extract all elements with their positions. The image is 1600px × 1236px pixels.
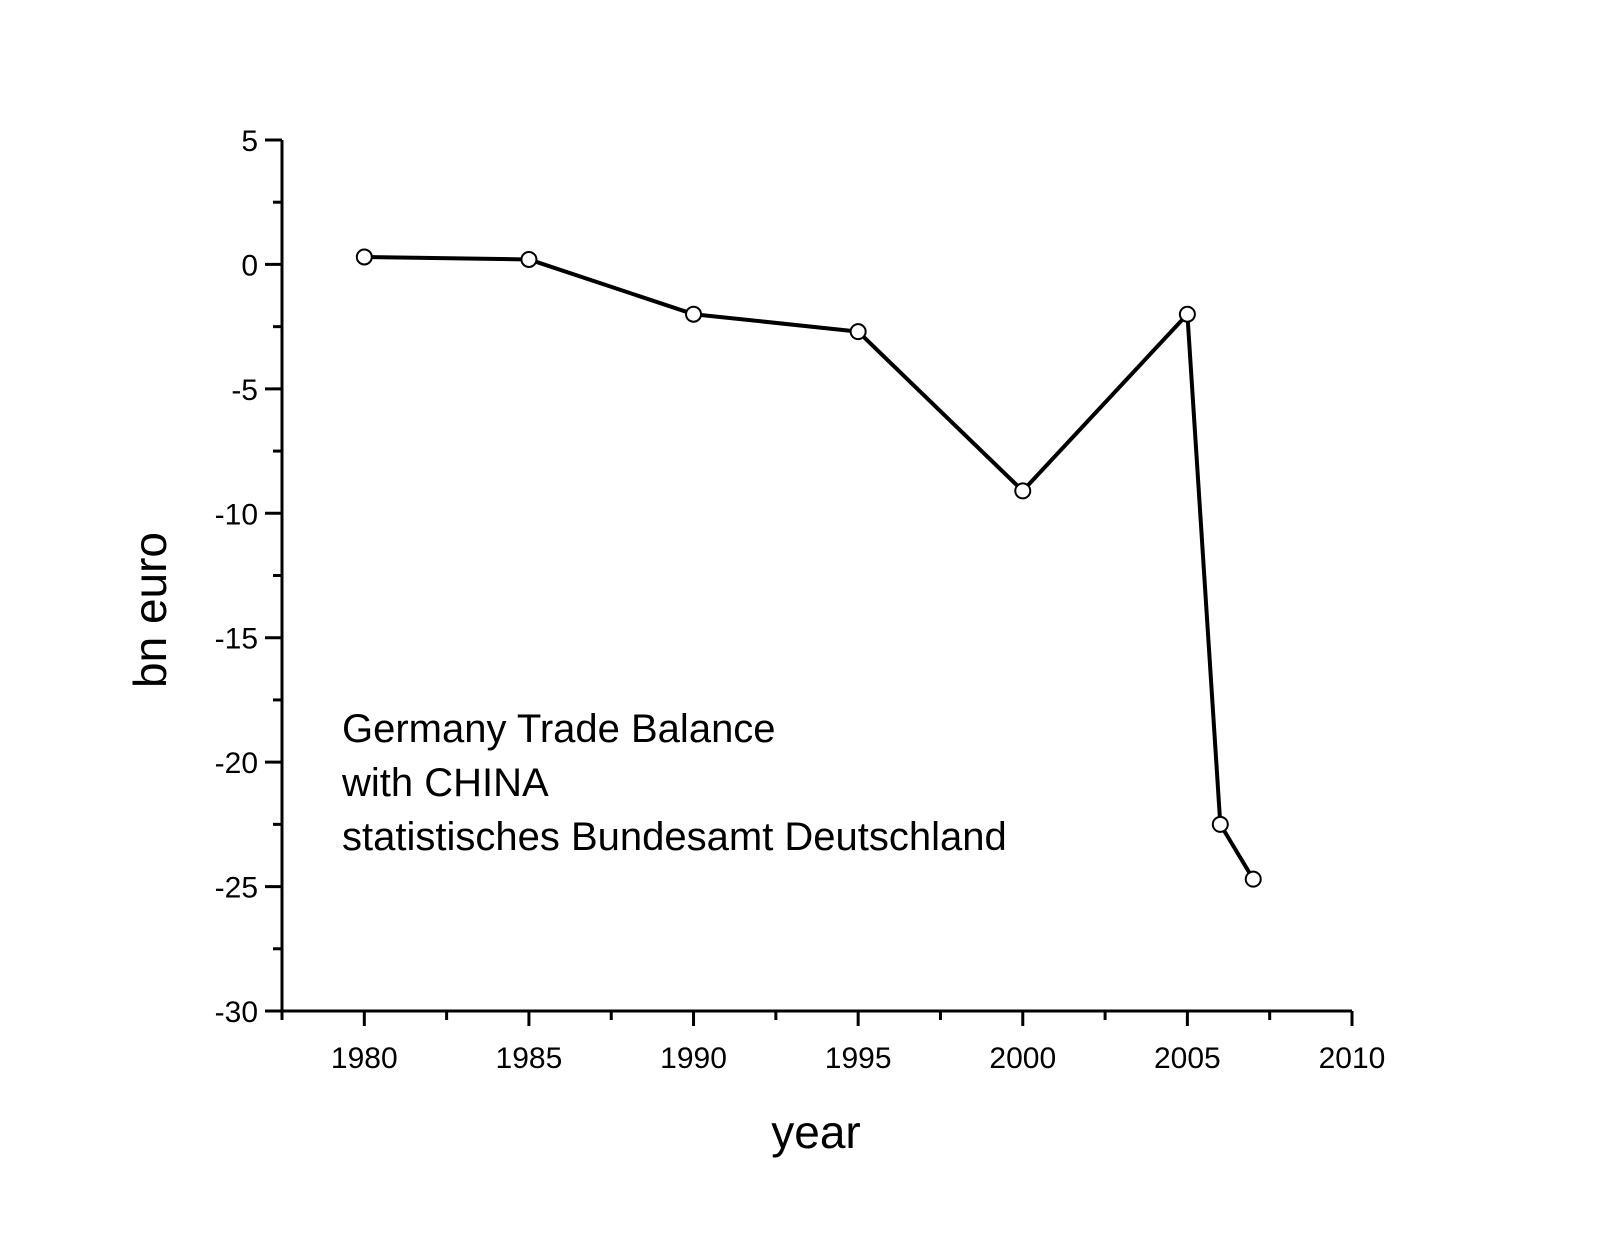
data-point (355, 248, 373, 266)
x-tick-label: 2010 (1319, 1042, 1386, 1075)
x-tick-label: 1980 (331, 1042, 398, 1075)
data-point (685, 305, 703, 323)
annotation: with CHINA (341, 761, 549, 805)
y-tick-label: -15 (215, 623, 258, 656)
y-tick-label: 0 (241, 249, 258, 282)
y-tick-label: -5 (231, 374, 258, 407)
y-tick-label: -20 (215, 747, 258, 780)
data-point (1178, 305, 1196, 323)
x-tick-label: 1985 (496, 1042, 563, 1075)
annotation: statistisches Bundesamt Deutschland (342, 815, 1007, 859)
data-point (1014, 482, 1032, 500)
y-tick-label: 5 (241, 125, 258, 158)
annotation: Germany Trade Balance (342, 707, 776, 751)
x-tick-label: 1990 (660, 1042, 727, 1075)
data-line (364, 254, 1255, 881)
x-tick-label: 2000 (989, 1042, 1056, 1075)
data-point (1211, 815, 1229, 833)
y-tick-label: -10 (215, 498, 258, 531)
x-tick-label: 1995 (825, 1042, 892, 1075)
y-tick-label: -30 (215, 996, 258, 1029)
x-axis-label: year (771, 1106, 860, 1158)
data-point (520, 250, 538, 268)
data-point (1244, 870, 1262, 888)
x-tick-label: 2005 (1154, 1042, 1221, 1075)
y-axis-label: bn euro (124, 532, 176, 688)
data-point (849, 323, 867, 341)
y-tick-label: -25 (215, 872, 258, 905)
